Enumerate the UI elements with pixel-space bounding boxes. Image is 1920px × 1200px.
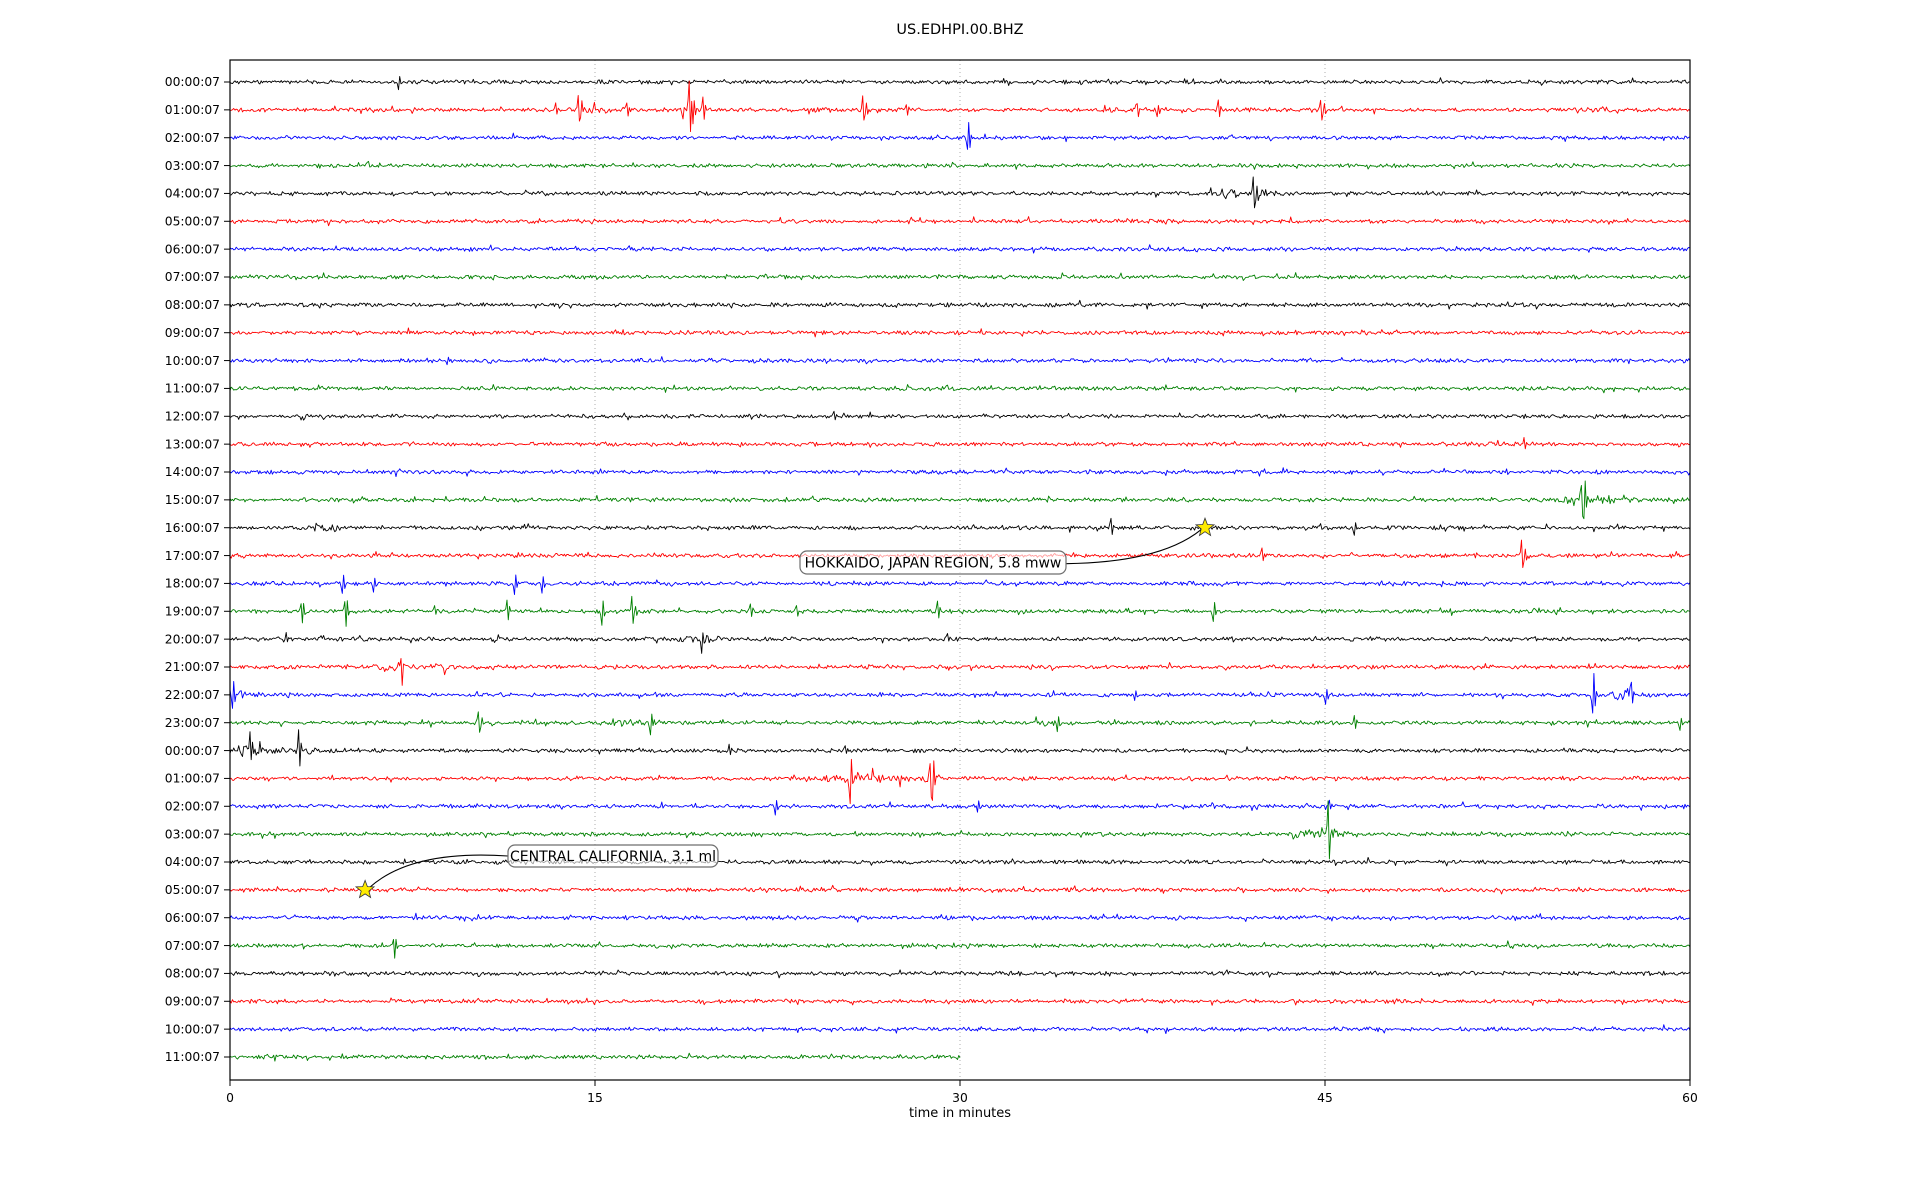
trace-row-20-20:00:07 — [229, 632, 1691, 654]
trace-row-31-07:00:07 — [229, 938, 1691, 959]
trace-row-15-15:00:07 — [229, 480, 1691, 520]
x-axis-tick-label-15: 15 — [587, 1091, 603, 1105]
trace-row-24-00:00:07 — [229, 729, 1691, 767]
y-axis-label-9: 09:00:07 — [165, 326, 220, 340]
trace-row-1-01:00:07 — [229, 80, 1691, 133]
annotation-leader-1 — [368, 854, 509, 889]
y-axis-label-7: 07:00:07 — [165, 270, 220, 284]
y-axis-label-25: 01:00:07 — [165, 772, 220, 786]
trace-row-21-21:00:07 — [229, 658, 1691, 686]
y-axis-label-1: 01:00:07 — [165, 103, 220, 117]
y-axis-label-4: 04:00:07 — [165, 187, 220, 201]
trace-row-25-01:00:07 — [229, 758, 1691, 805]
y-axis-label-2: 02:00:07 — [165, 131, 220, 145]
trace-row-5-05:00:07 — [229, 216, 1691, 227]
y-axis-label-28: 04:00:07 — [165, 855, 220, 869]
trace-row-8-08:00:07 — [229, 299, 1691, 310]
trace-row-7-07:00:07 — [230, 272, 1691, 281]
trace-row-19-19:00:07 — [229, 595, 1691, 627]
trace-row-0-00:00:07 — [229, 76, 1690, 91]
y-axis-label-26: 02:00:07 — [165, 799, 220, 813]
trace-row-11-11:00:07 — [229, 384, 1691, 394]
trace-row-14-14:00:07 — [229, 467, 1691, 478]
y-axis-label-30: 06:00:07 — [165, 911, 220, 925]
y-axis-label-10: 10:00:07 — [165, 354, 220, 368]
x-axis-tick-label-0: 0 — [226, 1091, 234, 1105]
trace-row-4-04:00:07 — [230, 176, 1691, 209]
trace-row-35-11:00:07 — [229, 1052, 961, 1062]
trace-row-3-03:00:07 — [229, 160, 1691, 170]
y-axis-label-8: 08:00:07 — [165, 298, 220, 312]
trace-row-33-09:00:07 — [229, 997, 1691, 1006]
y-axis-label-11: 11:00:07 — [165, 382, 220, 396]
y-axis-label-0: 00:00:07 — [165, 75, 220, 89]
annotation-box-1 — [507, 844, 719, 868]
trace-row-10-10:00:07 — [229, 356, 1691, 366]
annotation-box-0 — [799, 550, 1067, 575]
y-axis-label-27: 03:00:07 — [165, 827, 220, 841]
x-axis-label: time in minutes — [908, 1106, 1012, 1121]
trace-row-23-23:00:07 — [229, 711, 1691, 736]
y-axis-label-17: 17:00:07 — [165, 549, 220, 563]
y-axis-label-14: 14:00:07 — [165, 465, 220, 479]
y-axis-label-19: 19:00:07 — [165, 604, 220, 618]
y-axis-label-13: 13:00:07 — [165, 437, 220, 451]
trace-row-9-09:00:07 — [229, 327, 1691, 338]
trace-row-13-13:00:07 — [229, 436, 1691, 450]
trace-row-16-16:00:07 — [229, 517, 1691, 536]
x-axis-tick-label-45: 45 — [1317, 1091, 1333, 1105]
y-axis-label-15: 15:00:07 — [165, 493, 220, 507]
x-axis-tick-label-60: 60 — [1682, 1091, 1698, 1105]
y-axis-label-24: 00:00:07 — [165, 744, 220, 758]
trace-row-32-08:00:07 — [229, 969, 1691, 979]
y-axis-label-5: 05:00:07 — [165, 214, 220, 228]
trace-row-22-22:00:07 — [229, 672, 1691, 714]
y-axis-label-35: 11:00:07 — [165, 1050, 220, 1064]
trace-row-26-02:00:07 — [229, 799, 1691, 816]
trace-row-34-10:00:07 — [229, 1024, 1691, 1035]
y-axis-label-21: 21:00:07 — [165, 660, 220, 674]
y-axis-label-16: 16:00:07 — [165, 521, 220, 535]
y-axis-label-12: 12:00:07 — [165, 409, 220, 423]
x-axis-tick-label-30: 30 — [952, 1091, 968, 1105]
trace-row-27-03:00:07 — [229, 800, 1691, 860]
event-star-icon-1 — [354, 879, 376, 899]
y-axis-label-22: 22:00:07 — [165, 688, 220, 702]
plot-title: US.EDHPI.00.BHZ — [896, 22, 1024, 38]
annotation-leader-0 — [1065, 529, 1202, 565]
y-axis-label-23: 23:00:07 — [165, 716, 220, 730]
trace-row-30-06:00:07 — [229, 912, 1691, 923]
trace-row-2-02:00:07 — [229, 122, 1691, 150]
trace-row-29-05:00:07 — [229, 884, 1691, 895]
y-axis-label-31: 07:00:07 — [165, 939, 220, 953]
trace-row-12-12:00:07 — [229, 410, 1691, 421]
y-axis-label-32: 08:00:07 — [165, 967, 220, 981]
trace-row-18-18:00:07 — [229, 574, 1691, 596]
annotation-text-0: HOKKAIDO, JAPAN REGION, 5.8 mww — [805, 555, 1062, 571]
y-axis-label-20: 20:00:07 — [165, 632, 220, 646]
trace-row-28-04:00:07 — [229, 856, 1691, 867]
y-axis-label-34: 10:00:07 — [165, 1022, 220, 1036]
trace-row-6-06:00:07 — [229, 244, 1691, 254]
y-axis-label-18: 18:00:07 — [165, 577, 220, 591]
annotation-text-1: CENTRAL CALIFORNIA, 3.1 ml — [510, 849, 716, 865]
y-axis-label-29: 05:00:07 — [165, 883, 220, 897]
y-axis-label-6: 06:00:07 — [165, 242, 220, 256]
event-star-icon-0 — [1194, 517, 1216, 537]
y-axis-label-3: 03:00:07 — [165, 159, 220, 173]
y-axis-label-33: 09:00:07 — [165, 994, 220, 1008]
